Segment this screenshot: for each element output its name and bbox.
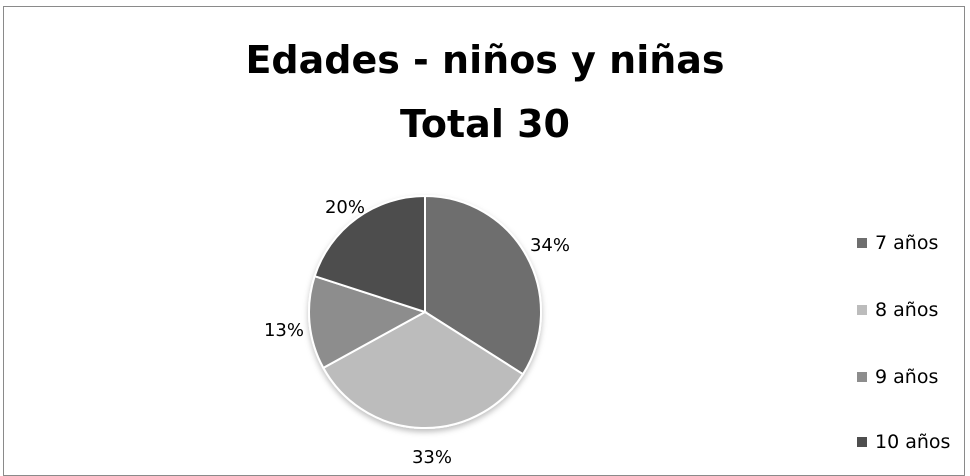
legend-label-3: 9 años	[875, 366, 938, 388]
legend-swatch-1	[857, 238, 867, 248]
pie-slice-4	[313, 194, 426, 314]
legend-label-4: 10 años	[875, 431, 950, 453]
legend-label-1: 7 años	[875, 232, 938, 254]
pie-data-label-1: 34%	[530, 235, 570, 256]
pie-data-label-3: 13%	[264, 320, 304, 341]
chart-title-line-1: Edades - niños y niñas	[245, 38, 725, 82]
pie-data-label-4: 20%	[325, 197, 365, 218]
pie-slice-3	[308, 274, 428, 370]
pie-data-label-2: 33%	[412, 447, 452, 468]
chart-title-line-2: Total 30	[400, 102, 570, 146]
legend-swatch-3	[857, 372, 867, 382]
legend-swatch-4	[857, 437, 867, 447]
legend-label-2: 8 años	[875, 299, 938, 321]
legend-swatch-2	[857, 305, 867, 315]
